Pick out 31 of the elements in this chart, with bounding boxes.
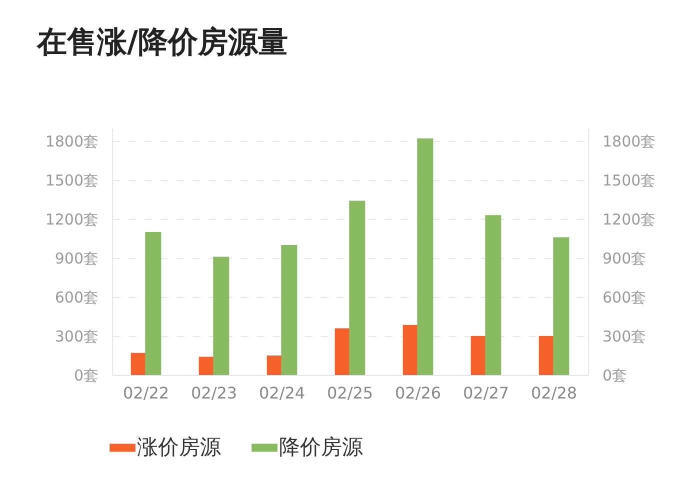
y2-tick-label: 900套 — [602, 250, 646, 268]
x-tick-label: 02/23 — [190, 384, 238, 402]
legend-label: 降价房源 — [279, 434, 363, 459]
y-tick-label: 600套 — [54, 288, 98, 306]
bar — [417, 138, 434, 375]
bar — [349, 200, 366, 375]
x-tick-label: 02/24 — [258, 384, 306, 402]
x-tick-label: 02/22 — [122, 384, 170, 402]
y-tick-label: 1500套 — [45, 172, 98, 190]
y2-tick-label: 600套 — [602, 288, 646, 306]
y2-tick-label: 1200套 — [602, 210, 656, 228]
y-tick-label: 900套 — [54, 250, 98, 268]
legend-label: 涨价房源 — [137, 434, 221, 459]
chart-title: 在售涨/降价房源量 — [36, 25, 288, 60]
y-tick-label: 1800套 — [45, 132, 98, 150]
bar — [485, 215, 502, 375]
bar — [213, 256, 230, 375]
x-tick-label: 02/28 — [530, 384, 578, 402]
y2-tick-label: 1500套 — [602, 172, 656, 190]
y-tick-label: 0套 — [74, 366, 98, 384]
y-tick-label: 300套 — [54, 328, 98, 346]
x-tick-label: 02/25 — [326, 384, 374, 402]
bar — [553, 237, 570, 375]
y2-tick-label: 1800套 — [602, 132, 656, 150]
x-tick-label: 02/27 — [462, 384, 510, 402]
bar — [281, 245, 298, 375]
bar — [145, 232, 162, 375]
y-tick-label: 1200套 — [45, 210, 98, 228]
y2-tick-label: 0套 — [602, 366, 628, 384]
y2-tick-label: 300套 — [602, 328, 646, 346]
x-tick-label: 02/26 — [394, 384, 442, 402]
